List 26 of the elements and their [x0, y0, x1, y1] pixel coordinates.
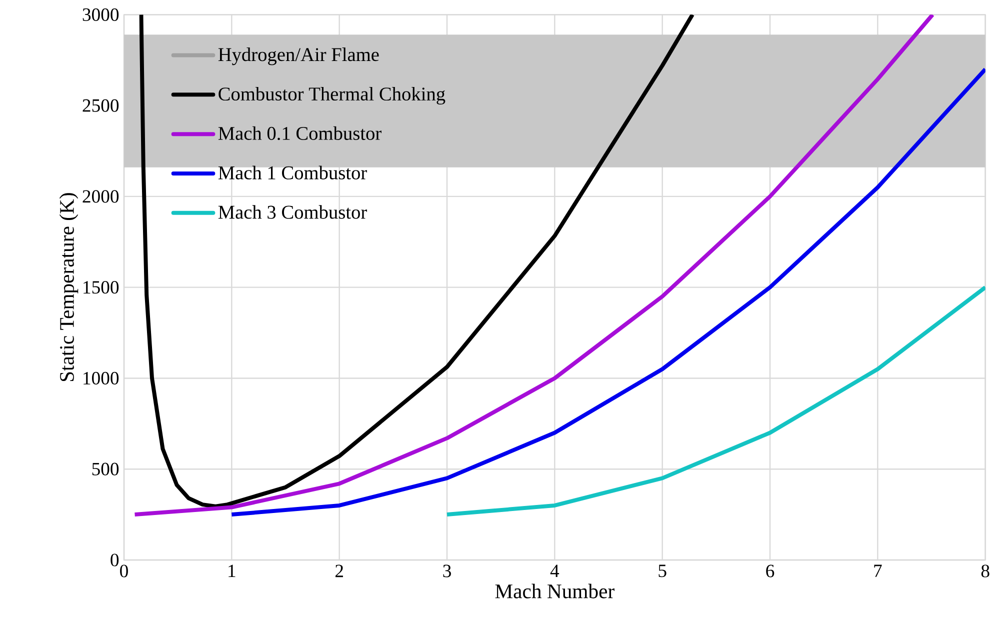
x-tick-label: 6: [766, 564, 774, 578]
x-tick-label: 0: [120, 564, 128, 578]
line-series: [132, 14, 935, 517]
x-tick-label: 1: [228, 564, 236, 578]
y-tick-label: 500: [92, 462, 119, 476]
legend-label: Combustor Thermal Choking: [218, 86, 446, 105]
y-tick-label: 0: [110, 554, 119, 566]
x-tick-label: 7: [874, 564, 882, 577]
y-tick-label: 1000: [84, 372, 119, 385]
y-tick-label: 2000: [82, 190, 119, 203]
y-tick-label: 1500: [84, 281, 119, 294]
legend-label: Mach 0.1 Combustor: [218, 126, 382, 140]
legend-label: Mach 1 Combustor: [218, 166, 367, 180]
x-tick-label: 2: [335, 564, 343, 578]
x-tick-label: 4: [550, 564, 560, 577]
x-axis-title: Mach Number: [495, 584, 614, 598]
line-series: [139, 14, 694, 508]
y-tick-label: 2500: [82, 99, 119, 112]
line-series: [445, 285, 986, 517]
y-axis-title: Static Temperature (K): [59, 193, 78, 382]
x-tick-label: 8: [981, 564, 990, 578]
band-label: Hydrogen/Air Flame: [218, 48, 379, 66]
y-tick-label: 3000: [82, 8, 119, 21]
legend-label: Mach 3 Combustor: [218, 205, 367, 219]
x-tick-label: 3: [443, 564, 451, 578]
x-tick-label: 5: [658, 564, 666, 578]
